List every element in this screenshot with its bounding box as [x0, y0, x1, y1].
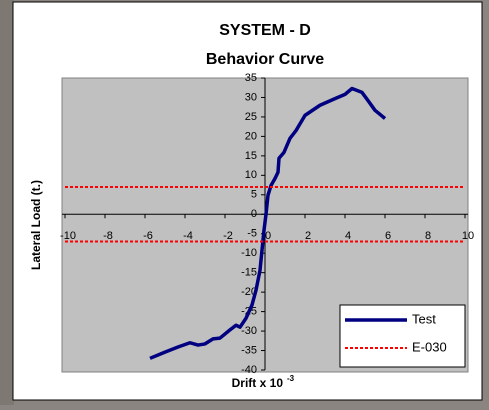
y-tick-label: -10 [241, 247, 257, 259]
x-tick-label: 2 [305, 230, 311, 242]
x-tick-label: -6 [143, 230, 153, 242]
y-tick-label: 35 [245, 72, 257, 84]
x-tick-label: -2 [223, 230, 233, 242]
x-axis-label-exponent: -3 [287, 374, 295, 383]
x-tick-label: -8 [103, 230, 113, 242]
legend-label: Test [412, 311, 436, 326]
data-line [65, 186, 465, 243]
y-tick-label: -30 [241, 325, 257, 337]
background-photo [0, 0, 14, 405]
y-tick-label: 25 [245, 111, 257, 123]
y-tick-label: 5 [251, 189, 257, 201]
x-tick-label: 8 [425, 230, 431, 242]
y-tick-label: 15 [245, 150, 257, 162]
y-tick-label: 20 [245, 130, 257, 142]
x-tick-label: 10 [462, 230, 474, 242]
y-tick-label: -40 [241, 364, 257, 376]
y-tick-label: -15 [241, 267, 257, 279]
y-axis-label: Lateral Load (t.) [29, 180, 43, 270]
y-tick-label: 30 [245, 91, 257, 103]
x-tick-label: 0 [265, 230, 271, 242]
y-tick-label: 0 [251, 208, 257, 220]
chart-subtitle: Behavior Curve [206, 51, 324, 68]
y-tick-label: -35 [241, 344, 257, 356]
legend-label: E-030 [412, 339, 447, 354]
data-line [149, 86, 387, 360]
legend [339, 304, 466, 368]
x-axis-label: Drift x 10 [232, 376, 284, 390]
x-tick-label: -4 [183, 230, 193, 242]
y-tick-label: 10 [245, 169, 257, 181]
y-tick-label: -5 [247, 228, 257, 240]
x-tick-label: -10 [60, 230, 76, 242]
chart-title: SYSTEM - D [219, 22, 311, 39]
x-tick-label: 4 [345, 230, 351, 242]
x-tick-label: 6 [385, 230, 391, 242]
